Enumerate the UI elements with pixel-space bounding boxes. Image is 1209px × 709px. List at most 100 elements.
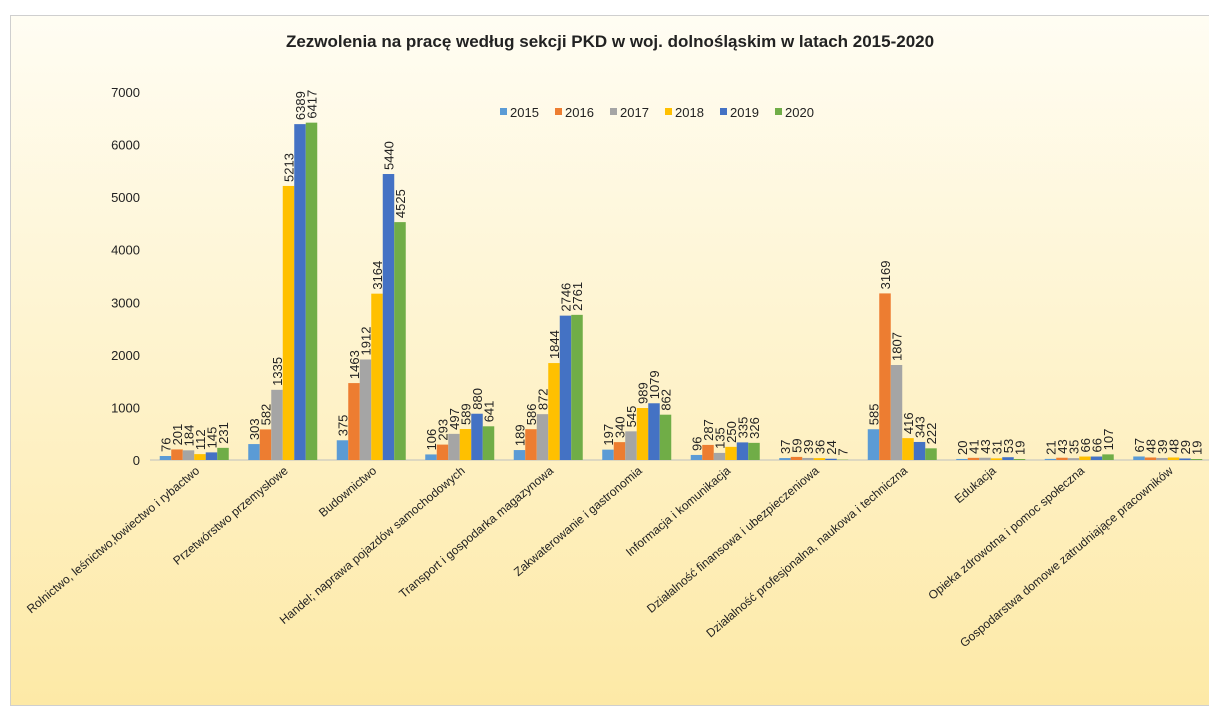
bar: [436, 444, 449, 460]
data-label: 184: [182, 425, 197, 447]
data-label: 375: [336, 415, 351, 437]
data-label: 112: [193, 429, 208, 450]
bar: [890, 365, 903, 460]
data-label: 36: [813, 440, 828, 454]
data-label: 135: [713, 427, 728, 449]
bar: [725, 446, 737, 460]
bar: [382, 174, 395, 461]
legend-label: 2017: [620, 105, 649, 120]
bar: [1156, 457, 1168, 460]
data-label: 2761: [570, 282, 585, 311]
data-label: 222: [924, 423, 939, 445]
data-label: 250: [724, 421, 739, 443]
chart-background: [10, 15, 1209, 706]
bar: [648, 403, 660, 460]
bar: [990, 458, 1003, 460]
bar: [271, 389, 283, 460]
bar: [248, 444, 260, 460]
bar: [902, 438, 914, 460]
legend-label: 2018: [675, 105, 704, 120]
bar: [879, 293, 891, 460]
data-label: 106: [424, 429, 439, 451]
chart-title: Zezwolenia na pracę według sekcji PKD w …: [286, 32, 934, 51]
bar: [613, 442, 626, 460]
y-tick-label: 6000: [111, 138, 140, 153]
data-label: 66: [1078, 438, 1093, 452]
bar: [1013, 459, 1026, 460]
bar: [1067, 458, 1080, 460]
bar: [282, 185, 295, 461]
bar: [548, 363, 560, 460]
legend-label: 2015: [510, 105, 539, 120]
data-label: 1335: [270, 357, 285, 386]
data-label: 287: [701, 419, 716, 441]
data-label: 1912: [359, 327, 374, 356]
bar: [913, 441, 926, 460]
data-label: 59: [790, 438, 805, 452]
data-label: 989: [636, 382, 651, 404]
legend-swatch: [500, 108, 507, 115]
bar: [294, 124, 306, 460]
bar: [825, 458, 837, 460]
data-label: 545: [624, 406, 639, 428]
data-label: 35: [1067, 440, 1082, 454]
legend-swatch: [720, 108, 727, 115]
data-label: 66: [1090, 438, 1105, 452]
bar: [713, 452, 726, 460]
bar: [336, 440, 349, 460]
data-label: 862: [659, 389, 674, 411]
data-label: 43: [978, 439, 993, 453]
data-label: 43: [1055, 439, 1070, 453]
data-label: 24: [824, 440, 839, 454]
bar: [702, 444, 714, 460]
bar: [690, 454, 703, 460]
data-label: 3164: [370, 261, 385, 290]
data-label: 326: [747, 417, 762, 439]
data-label: 201: [170, 424, 185, 446]
bar: [1102, 454, 1114, 460]
bar: [394, 222, 406, 460]
bar: [371, 293, 383, 460]
legend-swatch: [775, 108, 782, 115]
bar: [1133, 456, 1145, 460]
y-tick-label: 5000: [111, 190, 140, 205]
bar: [979, 457, 991, 460]
bar: [602, 449, 614, 460]
bar: [1144, 457, 1157, 460]
data-label: 497: [447, 408, 462, 430]
data-label: 39: [801, 439, 816, 453]
data-label: 340: [613, 416, 628, 438]
bar: [625, 431, 637, 460]
bar: [182, 450, 195, 460]
bar: [459, 429, 472, 460]
data-label: 3169: [878, 260, 893, 289]
bar: [348, 383, 360, 460]
bar: [790, 456, 803, 460]
data-label: 189: [513, 424, 528, 446]
bar: [217, 447, 229, 460]
bar: [659, 414, 672, 460]
bar: [736, 442, 749, 460]
data-label: 335: [736, 417, 751, 439]
data-label: 585: [867, 404, 882, 426]
data-label: 5213: [282, 153, 297, 182]
data-label: 145: [205, 427, 220, 449]
bar: [1090, 456, 1103, 460]
data-label: 31: [990, 440, 1005, 454]
data-label: 53: [1001, 439, 1016, 453]
legend-label: 2016: [565, 105, 594, 120]
y-tick-label: 2000: [111, 348, 140, 363]
data-label: 76: [159, 438, 174, 452]
bar: [448, 433, 460, 460]
data-label: 48: [1167, 439, 1182, 453]
data-label: 19: [1013, 441, 1028, 455]
bar: [802, 457, 814, 460]
data-label: 6417: [305, 90, 320, 119]
data-label: 2746: [559, 283, 574, 312]
legend-swatch: [610, 108, 617, 115]
bar: [1167, 457, 1180, 460]
legend-label: 2020: [785, 105, 814, 120]
data-label: 37: [778, 440, 793, 454]
data-label: 96: [690, 436, 705, 450]
data-label: 582: [259, 404, 274, 426]
